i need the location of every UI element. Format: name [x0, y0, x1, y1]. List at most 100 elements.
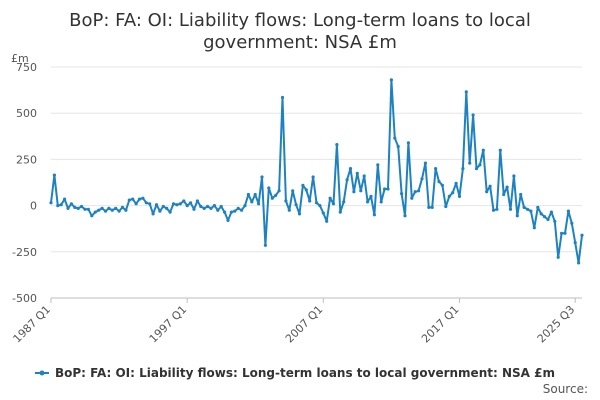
data-point[interactable]	[110, 208, 114, 212]
data-point[interactable]	[182, 199, 186, 203]
data-point[interactable]	[566, 209, 571, 213]
data-point[interactable]	[505, 185, 509, 189]
data-point[interactable]	[417, 189, 421, 193]
data-point[interactable]	[560, 231, 564, 235]
data-point[interactable]	[287, 208, 291, 212]
data-point[interactable]	[447, 194, 451, 198]
data-point[interactable]	[461, 167, 465, 171]
data-point[interactable]	[413, 190, 417, 194]
data-point[interactable]	[297, 212, 302, 216]
data-point[interactable]	[376, 163, 380, 167]
data-point[interactable]	[66, 206, 70, 210]
data-point[interactable]	[393, 136, 397, 140]
data-point[interactable]	[345, 178, 349, 182]
data-point[interactable]	[468, 161, 472, 165]
data-point[interactable]	[131, 197, 135, 201]
data-point[interactable]	[52, 173, 57, 177]
data-point[interactable]	[76, 206, 80, 210]
data-point[interactable]	[124, 208, 128, 212]
data-point[interactable]	[423, 161, 427, 165]
data-point[interactable]	[427, 205, 431, 209]
data-point[interactable]	[151, 212, 155, 216]
data-point[interactable]	[536, 205, 540, 209]
data-point[interactable]	[161, 204, 165, 209]
data-point[interactable]	[563, 231, 567, 235]
data-point[interactable]	[209, 206, 213, 210]
data-point[interactable]	[114, 206, 118, 210]
data-point[interactable]	[308, 199, 312, 203]
data-point[interactable]	[219, 204, 223, 209]
data-point[interactable]	[434, 167, 438, 171]
data-point[interactable]	[430, 205, 434, 209]
data-point[interactable]	[406, 141, 410, 145]
data-point[interactable]	[141, 196, 145, 200]
data-point[interactable]	[223, 210, 227, 214]
data-point[interactable]	[457, 194, 462, 198]
data-point[interactable]	[243, 204, 247, 208]
data-point[interactable]	[386, 187, 390, 191]
data-point[interactable]	[318, 204, 322, 208]
data-point[interactable]	[570, 221, 574, 225]
data-point[interactable]	[498, 148, 502, 152]
data-point[interactable]	[134, 202, 138, 206]
data-point[interactable]	[260, 175, 264, 179]
data-point[interactable]	[396, 144, 400, 149]
data-point[interactable]	[508, 207, 513, 211]
data-point[interactable]	[154, 203, 159, 207]
data-point[interactable]	[525, 207, 530, 211]
data-point[interactable]	[171, 202, 176, 206]
data-point[interactable]	[352, 190, 356, 194]
data-point[interactable]	[63, 197, 67, 201]
data-point[interactable]	[59, 203, 63, 207]
data-point[interactable]	[195, 199, 199, 203]
data-point[interactable]	[178, 202, 182, 206]
data-point[interactable]	[202, 206, 206, 210]
data-point[interactable]	[86, 207, 90, 211]
data-point[interactable]	[93, 210, 97, 214]
data-point[interactable]	[175, 203, 179, 207]
data-point[interactable]	[117, 209, 121, 213]
data-point[interactable]	[97, 208, 101, 212]
data-point[interactable]	[471, 113, 475, 117]
data-point[interactable]	[539, 212, 543, 216]
data-point[interactable]	[277, 189, 281, 193]
data-point[interactable]	[185, 204, 189, 208]
data-point[interactable]	[383, 187, 387, 191]
data-point[interactable]	[556, 255, 560, 259]
data-point[interactable]	[359, 189, 363, 193]
data-point[interactable]	[165, 206, 169, 210]
data-point[interactable]	[362, 174, 366, 178]
data-point[interactable]	[546, 217, 550, 222]
data-point[interactable]	[519, 192, 523, 197]
data-point[interactable]	[464, 90, 468, 94]
data-point[interactable]	[573, 241, 577, 245]
data-point[interactable]	[437, 180, 441, 184]
data-point[interactable]	[532, 226, 536, 230]
data-point[interactable]	[485, 190, 489, 194]
data-point[interactable]	[189, 201, 193, 205]
data-point[interactable]	[229, 210, 233, 214]
data-point[interactable]	[120, 205, 125, 209]
data-point[interactable]	[199, 204, 203, 209]
data-point[interactable]	[90, 214, 94, 218]
data-point[interactable]	[100, 206, 104, 210]
data-point[interactable]	[577, 261, 581, 265]
data-point[interactable]	[212, 204, 216, 208]
data-point[interactable]	[144, 201, 148, 205]
data-point[interactable]	[369, 194, 373, 198]
data-point[interactable]	[270, 196, 274, 200]
data-point[interactable]	[311, 175, 315, 179]
data-point[interactable]	[348, 167, 353, 171]
data-point[interactable]	[549, 210, 554, 214]
data-point[interactable]	[543, 215, 547, 219]
data-point[interactable]	[274, 193, 278, 197]
data-point[interactable]	[168, 210, 172, 214]
data-point[interactable]	[495, 207, 499, 211]
data-point[interactable]	[410, 196, 414, 200]
data-point[interactable]	[454, 181, 458, 185]
legend[interactable]: BoP: FA: OI: Liability flows: Long-term …	[35, 366, 555, 380]
data-point[interactable]	[440, 183, 444, 187]
data-point[interactable]	[325, 219, 329, 223]
data-point[interactable]	[403, 214, 407, 218]
data-point[interactable]	[342, 200, 346, 204]
